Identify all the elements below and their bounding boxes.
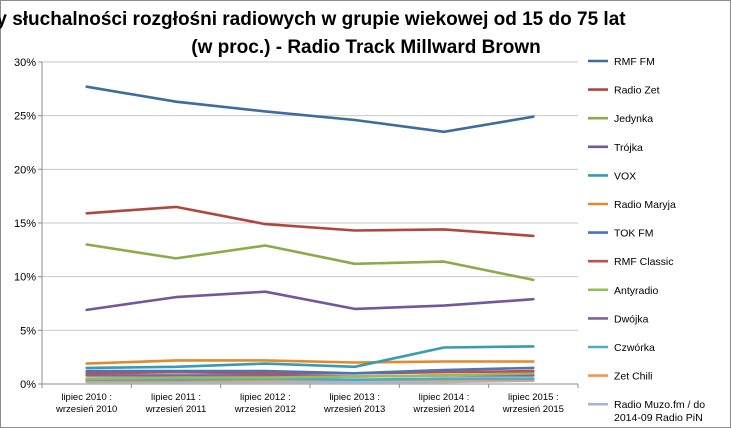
legend-label: Jedynka xyxy=(614,113,653,125)
series-line-vox xyxy=(85,345,535,370)
legend-item: TOK FM xyxy=(588,228,653,240)
legend-label: Trójka xyxy=(614,142,643,154)
legend-item: RMF FM xyxy=(588,56,655,68)
legend-item: Zet Chili xyxy=(588,371,653,383)
y-tick-label: 0% xyxy=(20,379,36,391)
legend-item: Jedynka xyxy=(588,113,653,125)
legend-item: Radio Maryja xyxy=(588,199,676,211)
legend-item: Antyradio xyxy=(588,285,659,297)
series-line-czw-rka xyxy=(85,377,535,382)
series-line-antyradio xyxy=(85,371,535,380)
y-tick-label: 5% xyxy=(20,325,36,337)
legend-item: VOX xyxy=(588,170,636,182)
legend-label: Radio Zet xyxy=(614,85,660,97)
legend-label: RMF Classic xyxy=(614,256,674,268)
series-lines xyxy=(85,85,535,384)
legend-item: Radio Muzo.fm / do 2014-09 Radio PiN xyxy=(588,399,705,424)
chart-title-line-2: (w proc.) - Radio Track Millward Brown xyxy=(191,37,540,58)
legend-label: TOK FM xyxy=(614,228,653,240)
legend-label: RMF FM xyxy=(614,56,655,68)
y-axis-tick-labels: 0% 5% 10% 15% 20% 25% 30% xyxy=(14,57,36,391)
y-tick-label: 30% xyxy=(14,57,36,69)
chart-title-line-1: Udziały słuchalności rozgłośni radiowych… xyxy=(0,9,626,30)
series-line-radio-maryja xyxy=(85,359,535,365)
chart-title: Udziały słuchalności rozgłośni radiowych… xyxy=(0,9,626,58)
series-line-tok-fm xyxy=(85,366,535,375)
gridlines xyxy=(42,61,578,331)
legend-item: Czwórka xyxy=(588,342,655,354)
legend-label: Antyradio xyxy=(614,285,659,297)
x-tick-label: lipiec 2015 : wrzesień 2015 xyxy=(502,392,564,415)
y-tick-label: 20% xyxy=(14,164,36,176)
series-line-jedynka xyxy=(85,243,535,282)
series-line-rmf-fm xyxy=(85,85,535,134)
legend: RMF FM Radio Zet Jedynka Trójka VOX Radio Mar… xyxy=(588,56,705,424)
legend-label: Czwórka xyxy=(614,342,655,354)
y-tick-label: 10% xyxy=(14,272,36,284)
legend-item: RMF Classic xyxy=(588,256,674,268)
legend-label: Dwójka xyxy=(614,313,649,325)
x-axis-tick-labels: lipiec 2010 : wrzesień 2010 lipiec 2011 :w… xyxy=(55,392,564,415)
x-tick-label: lipiec 2010 : wrzesień 2010 xyxy=(55,392,117,415)
x-tick-label: lipiec 2014 : wrzesień 2014 xyxy=(412,392,474,415)
legend-item: Radio Zet xyxy=(588,85,660,97)
legend-item: Dwójka xyxy=(588,313,649,325)
legend-label: VOX xyxy=(614,170,636,182)
x-tick-label: lipiec 2011 : wrzesień 2011 xyxy=(145,392,207,415)
legend-label: Radio Maryja xyxy=(614,199,676,211)
legend-label: Radio Muzo.fm / do 2014-09 Radio PiN xyxy=(614,399,705,424)
series-line-radio-zet xyxy=(85,205,535,238)
legend-label: Zet Chili xyxy=(614,371,653,383)
x-tick-label: lipiec 2012 : wrzesień 2012 xyxy=(234,392,296,415)
series-line-tr-jka xyxy=(85,290,535,312)
legend-item: Trójka xyxy=(588,142,643,154)
y-tick-label: 15% xyxy=(14,218,36,230)
axes xyxy=(38,61,579,388)
y-tick-label: 25% xyxy=(14,111,36,123)
x-tick-label: lipiec 2013 : wrzesień 2013 xyxy=(323,392,385,415)
